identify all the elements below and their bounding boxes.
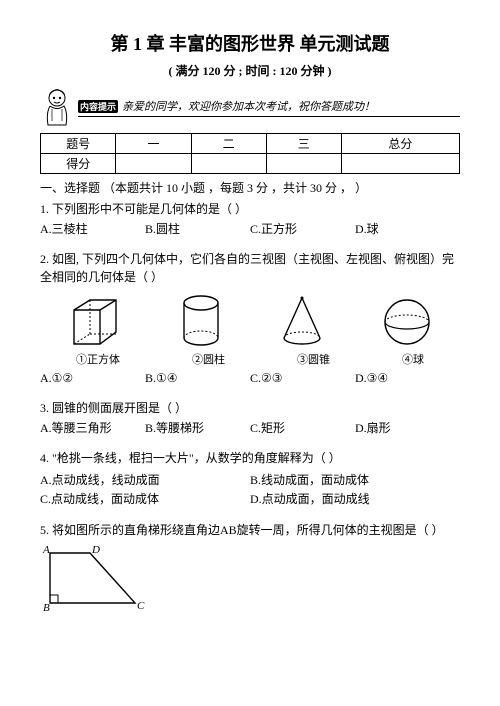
opt: A.等腰三角形: [40, 419, 145, 436]
q2-shape-labels: ①正方体 ②圆柱 ③圆锥 ④球: [40, 351, 460, 367]
q3-options: A.等腰三角形 B.等腰梯形 C.矩形 D.扇形: [40, 419, 460, 436]
question-1: 1. 下列图形中不可能是几何体的是（ ）: [40, 201, 460, 218]
q2-shapes: [40, 294, 460, 349]
cell: 总分: [341, 134, 459, 154]
opt: D.球: [355, 220, 460, 237]
q1-options: A.三棱柱 B.圆柱 C.正方形 D.球: [40, 220, 460, 237]
cone-icon: [279, 294, 325, 349]
page-title: 第 1 章 丰富的图形世界 单元测试题: [40, 30, 460, 56]
cylinder-icon: [180, 294, 222, 349]
subtitle: ( 满分 120 分 ; 时间 : 120 分钟 ): [40, 62, 460, 79]
greeting-text: 内容提示亲爱的同学，欢迎你参加本次考试，祝你答题成功！: [78, 98, 460, 117]
opt: B.①④: [145, 371, 250, 386]
cell: [341, 154, 459, 174]
question-3: 3. 圆锥的侧面展开图是（ ）: [40, 400, 460, 417]
table-row: 得分: [41, 154, 460, 174]
sphere-icon: [382, 294, 432, 349]
opt: C.②③: [250, 371, 355, 386]
table-row: 题号 一 二 三 总分: [41, 134, 460, 154]
teacher-avatar-icon: [40, 87, 74, 127]
opt: A.点动成线，线动成面: [40, 470, 250, 489]
shape-label: ②圆柱: [192, 351, 225, 367]
opt: B.等腰梯形: [145, 419, 250, 436]
q4-options: A.点动成线，线动成面 B.线动成面，面动成体 C.点动成线，面动成体 D.点动…: [40, 470, 460, 508]
greeting-label: 内容提示: [78, 100, 118, 113]
opt: D.③④: [355, 371, 460, 386]
question-2: 2. 如图, 下列四个几何体中，它们各自的三视图（主视图、左视图、俯视图）完全相…: [40, 251, 460, 286]
cell: 一: [116, 134, 191, 154]
opt: B.圆柱: [145, 220, 250, 237]
opt: C.矩形: [250, 419, 355, 436]
cell: [191, 154, 266, 174]
shape-label: ③圆锥: [297, 351, 330, 367]
question-4: 4. "枪挑一条线，棍扫一大片"，从数学的角度解释为（ ）: [40, 450, 460, 467]
vertex-B: B: [43, 602, 50, 613]
opt: C.点动成线，面动成体: [40, 489, 250, 508]
cell: 二: [191, 134, 266, 154]
shape-label: ①正方体: [76, 351, 120, 367]
vertex-C: C: [137, 600, 145, 612]
opt: A.三棱柱: [40, 220, 145, 237]
opt: B.线动成面，面动成体: [250, 470, 460, 489]
cell: 三: [266, 134, 341, 154]
opt: C.正方形: [250, 220, 355, 237]
greeting-body: 亲爱的同学，欢迎你参加本次考试，祝你答题成功！: [122, 101, 375, 113]
vertex-D: D: [91, 544, 100, 556]
question-5: 5. 将如图所示的直角梯形绕直角边AB旋转一周，所得几何体的主视图是（ ）: [40, 522, 460, 539]
trapezoid-figure: A D B C: [40, 543, 150, 613]
opt: D.扇形: [355, 419, 460, 436]
cell: [266, 154, 341, 174]
shape-label: ④球: [402, 351, 424, 367]
opt: A.①②: [40, 371, 145, 386]
cube-icon: [68, 294, 123, 349]
cell: 得分: [41, 154, 116, 174]
q2-options: A.①② B.①④ C.②③ D.③④: [40, 371, 460, 386]
section-heading: 一、选择题 （本题共计 10 小题 ，每题 3 分 ，共计 30 分 ， ）: [40, 180, 460, 197]
score-table: 题号 一 二 三 总分 得分: [40, 133, 460, 174]
vertex-A: A: [42, 544, 50, 556]
cell: 题号: [41, 134, 116, 154]
cell: [116, 154, 191, 174]
opt: D.点动成面，面动成线: [250, 489, 460, 508]
